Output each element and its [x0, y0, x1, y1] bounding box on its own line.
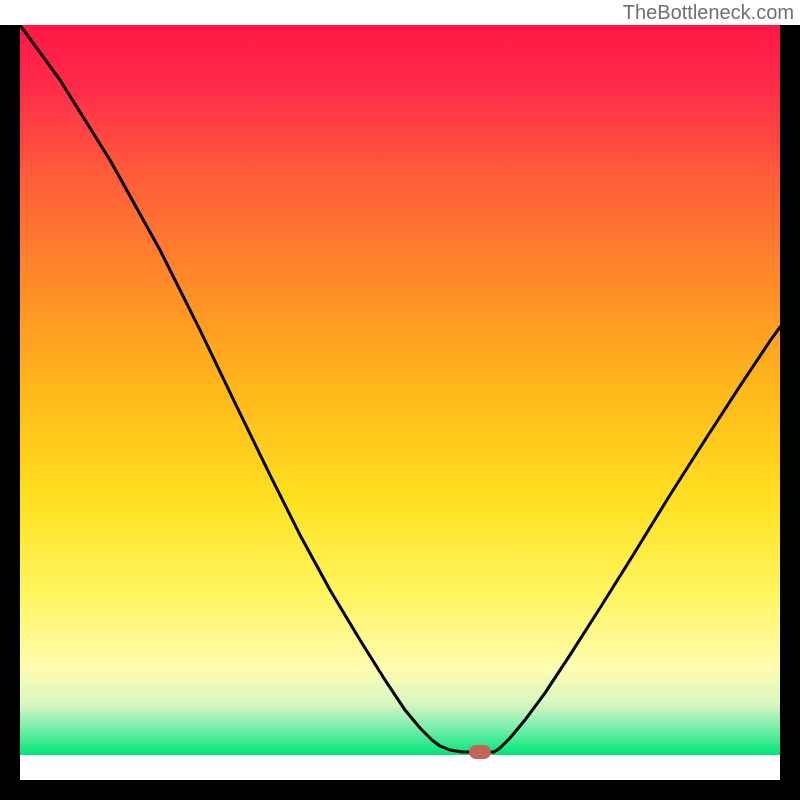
optimum-marker — [469, 745, 491, 759]
plot-area — [20, 25, 780, 755]
bottom-axis-bar — [0, 780, 800, 800]
left-axis-bar — [0, 25, 20, 800]
curve-svg — [20, 25, 780, 755]
gradient-background — [20, 25, 780, 755]
right-axis-bar — [780, 25, 800, 800]
watermark-text: TheBottleneck.com — [623, 2, 794, 25]
chart-frame: { "watermark": "TheBottleneck.com", "can… — [0, 0, 800, 800]
